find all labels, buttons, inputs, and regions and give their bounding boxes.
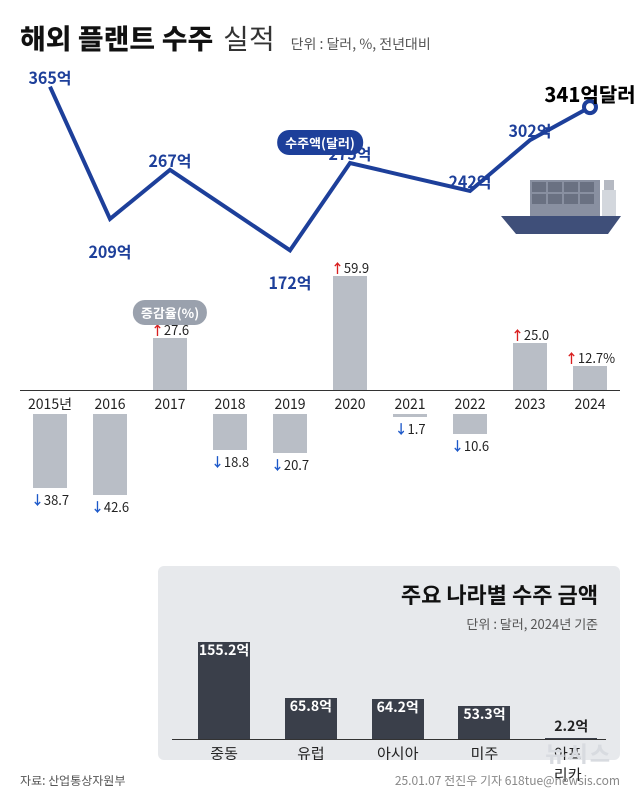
order-value-label: 341억달러 [544, 79, 635, 108]
inset-value-label: 65.8억 [290, 696, 332, 716]
rate-bar [153, 338, 187, 390]
rate-bar [213, 414, 247, 450]
inset-value-label: 2.2억 [554, 716, 588, 736]
rate-bar [93, 414, 127, 495]
cargo-ship-icon [496, 160, 626, 240]
rate-label: ↓1.7 [394, 419, 425, 438]
inset-unit: 단위 : 달러, 2024년 기준 [172, 614, 598, 633]
inset-value-label: 155.2억 [199, 640, 249, 660]
header: 해외 플랜트 수주 실적 단위 : 달러, %, 전년대비 [0, 0, 640, 64]
order-value-label: 172억 [268, 270, 311, 294]
rate-label: ↑25.0 [511, 325, 549, 344]
line-series-bubble: 수주액(달러) [277, 130, 363, 155]
title-sub: 실적 [223, 18, 275, 58]
inset-category-label: 유럽 [297, 743, 325, 764]
year-label: 2017 [140, 394, 200, 414]
year-axis: 2015년20162017201820192020202120222023202… [20, 394, 620, 412]
rate-series-bubble: 증감율(%) [133, 300, 207, 325]
main-chart: ↓38.7365억↓42.6209억↑27.6267억↓18.8↓20.7172… [20, 64, 620, 484]
rate-bar [513, 343, 547, 391]
inset-category-label: 미주 [471, 743, 499, 764]
x-axis [20, 390, 620, 391]
order-value-label: 302억 [508, 118, 551, 142]
inset-value-label: 53.3억 [463, 704, 505, 724]
inset-title: 주요 나라별 수주 금액 [172, 578, 598, 610]
rate-bar [393, 414, 427, 417]
rate-label: ↑12.7% [565, 348, 615, 367]
rate-label: ↓38.7 [31, 490, 69, 509]
title-unit: 단위 : 달러, %, 전년대비 [291, 34, 431, 54]
inset-x-axis [172, 739, 606, 740]
rate-bar [453, 414, 487, 434]
order-value-label: 209억 [88, 239, 131, 263]
inset-category-label: 중동 [210, 743, 238, 764]
rate-label: ↓20.7 [271, 455, 309, 474]
inset-category-label: 아시아 [377, 743, 418, 764]
rate-label: ↑59.9 [331, 258, 369, 277]
year-label: 2019 [260, 394, 320, 414]
rate-label: ↓42.6 [91, 497, 129, 516]
year-label: 2020 [320, 394, 380, 414]
rate-bar [333, 276, 367, 390]
year-label: 2016 [80, 394, 140, 414]
year-label: 2018 [200, 394, 260, 414]
rate-bar [33, 414, 67, 488]
inset-value-label: 64.2억 [377, 697, 419, 717]
inset-panel: 주요 나라별 수주 금액 단위 : 달러, 2024년 기준 155.2억중동6… [158, 566, 620, 760]
rate-bar [573, 366, 607, 390]
order-value-label: 267억 [148, 148, 191, 172]
year-label: 2024 [560, 394, 620, 414]
year-label: 2022 [440, 394, 500, 414]
rate-bar [273, 414, 307, 453]
year-label: 2023 [500, 394, 560, 414]
year-label: 2015년 [20, 394, 80, 414]
rate-label: ↓10.6 [451, 436, 489, 455]
source-label: 자료: 산업통상자원부 [20, 772, 125, 789]
title-main: 해외 플랜트 수주 [20, 18, 213, 58]
order-value-label: 242억 [448, 169, 491, 193]
order-value-label: 365억 [28, 65, 71, 89]
byline: 25.01.07 전진우 기자 618tue@newsis.com [395, 772, 620, 789]
rate-label: ↓18.8 [211, 452, 249, 471]
watermark: 뉴시스 [545, 737, 612, 769]
year-label: 2021 [380, 394, 440, 414]
inset-chart: 155.2억중동65.8억유럽64.2억아시아53.3억미주2.2억아프리카 [172, 637, 606, 761]
